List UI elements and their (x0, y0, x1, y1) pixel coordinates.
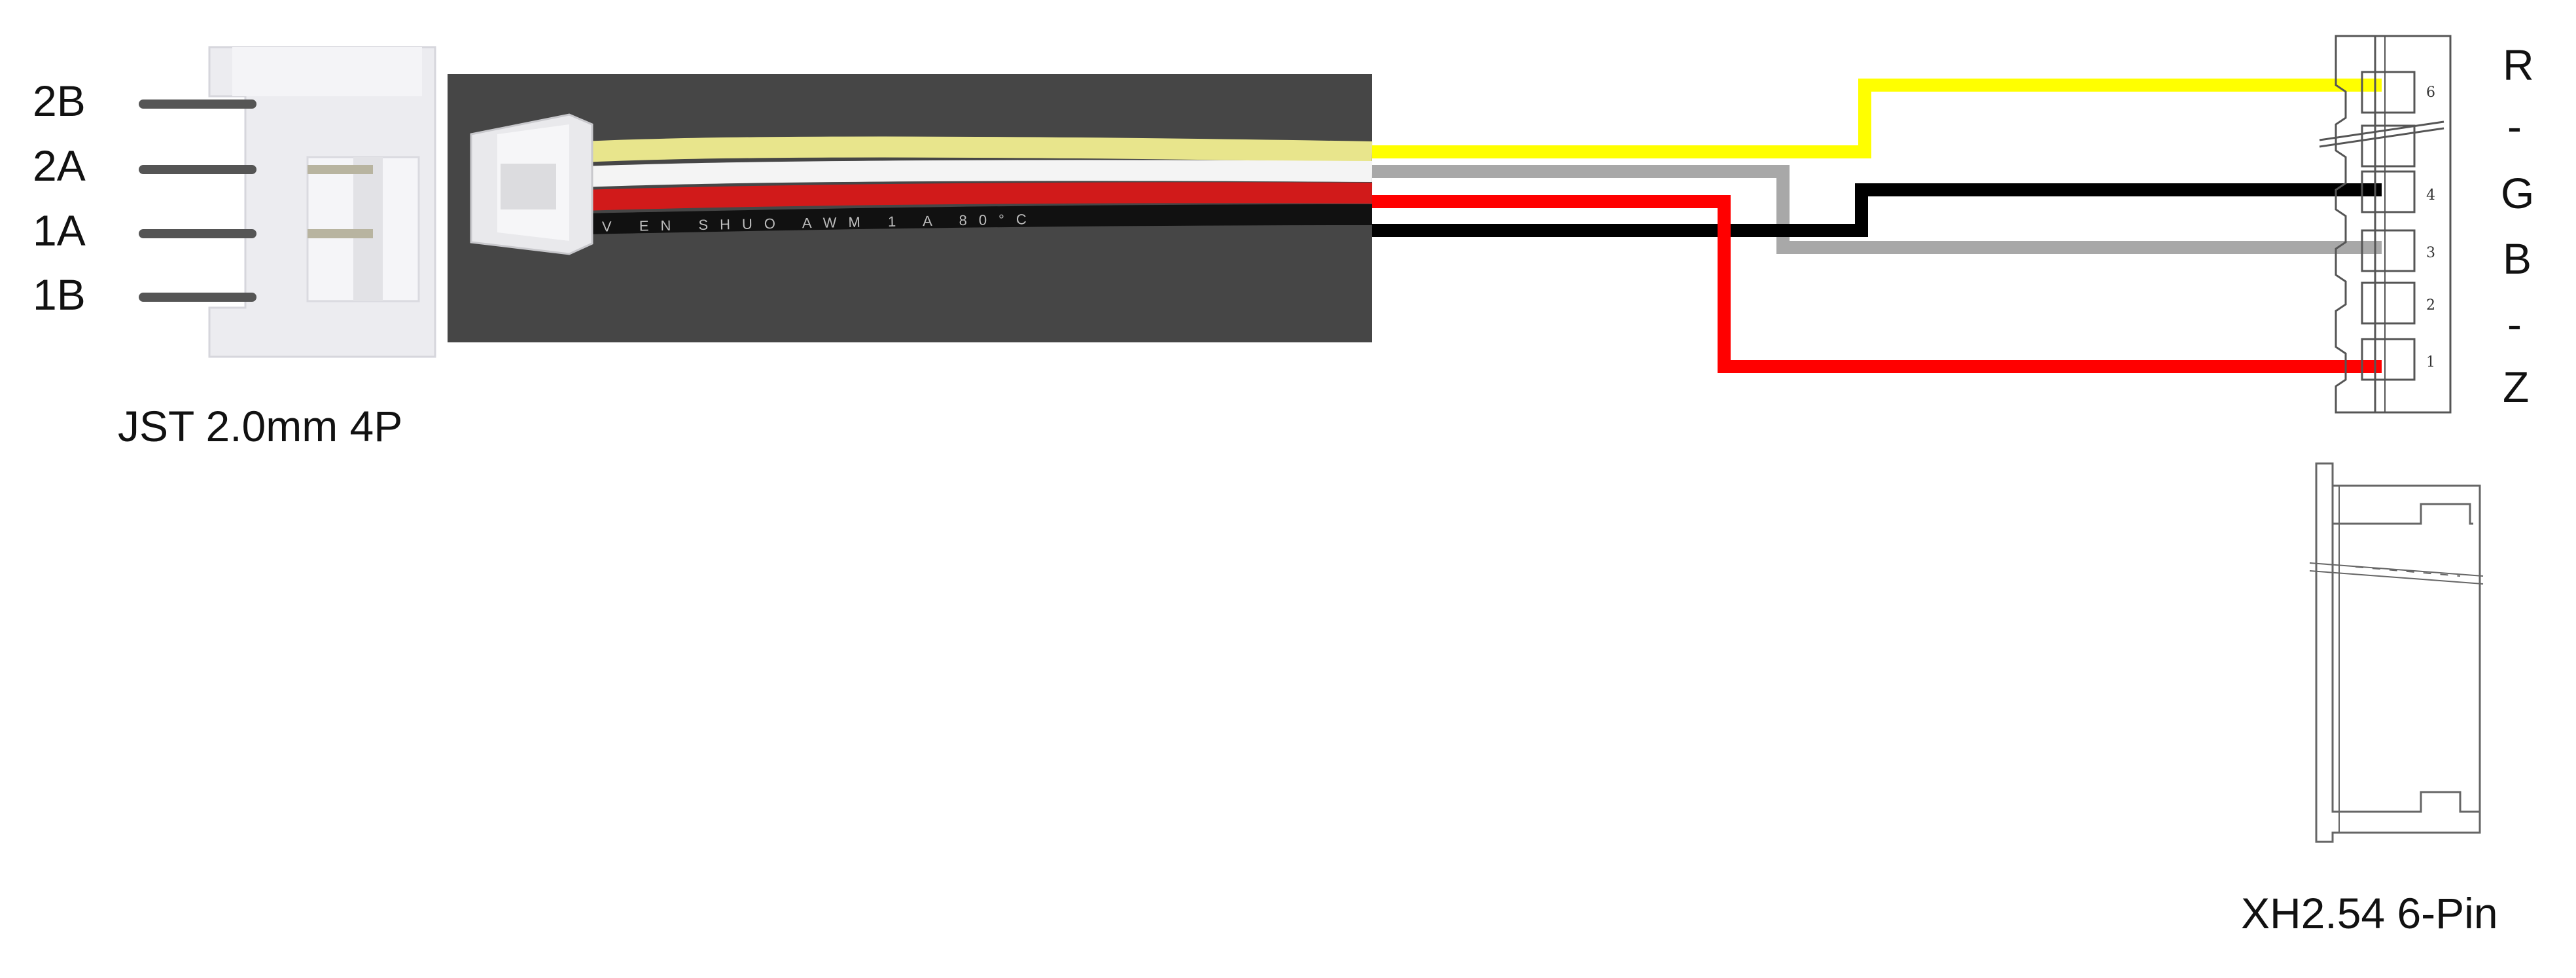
xh-caption: XH2.54 6-Pin (2241, 889, 2498, 937)
wire-red (1372, 195, 2382, 373)
xh-connector (2319, 35, 2452, 414)
jst-header: 2B 2A 1A 1B JST 2.0mm 4P (33, 46, 436, 450)
jst-caption: JST 2.0mm 4P (118, 402, 402, 450)
xh-signal-label: B (2503, 234, 2532, 283)
xh-signal-label: R (2503, 41, 2534, 89)
jst-pins (139, 100, 373, 302)
xh-pin-number: 6 (2426, 84, 2435, 101)
xh-pin-number: 3 (2426, 245, 2435, 261)
xh-signal-label: G (2501, 169, 2534, 217)
xh-signal-labels: R - G B - Z (2501, 41, 2534, 411)
jst-pin-label: 2B (33, 77, 86, 125)
xh-pin-cells (2361, 71, 2416, 381)
xh-pin-numbers: 6 4 3 2 1 (2426, 84, 2435, 371)
jst-pin-label: 1B (33, 270, 86, 319)
wire-black (1372, 183, 2382, 237)
xh-pin-number: 2 (2426, 297, 2435, 314)
xh-signal-label: - (2507, 102, 2522, 151)
jst-pin-label: 1A (33, 206, 86, 255)
jst-pin-label: 2A (33, 141, 86, 190)
xh-pin-number: 4 (2426, 187, 2435, 204)
xh-signal-label: Z (2503, 363, 2529, 411)
wire-gray (1372, 165, 2382, 254)
wire-traces (1372, 79, 2382, 373)
wire-yellow (1372, 79, 2382, 158)
xh-signal-label: - (2507, 300, 2522, 348)
xh-side-view (2309, 462, 2484, 843)
xh-pin-number: 1 (2426, 354, 2435, 371)
cable-connector (470, 113, 593, 255)
cable-photo: V EN SHUO AWM 1 A 80°C (448, 74, 1373, 342)
